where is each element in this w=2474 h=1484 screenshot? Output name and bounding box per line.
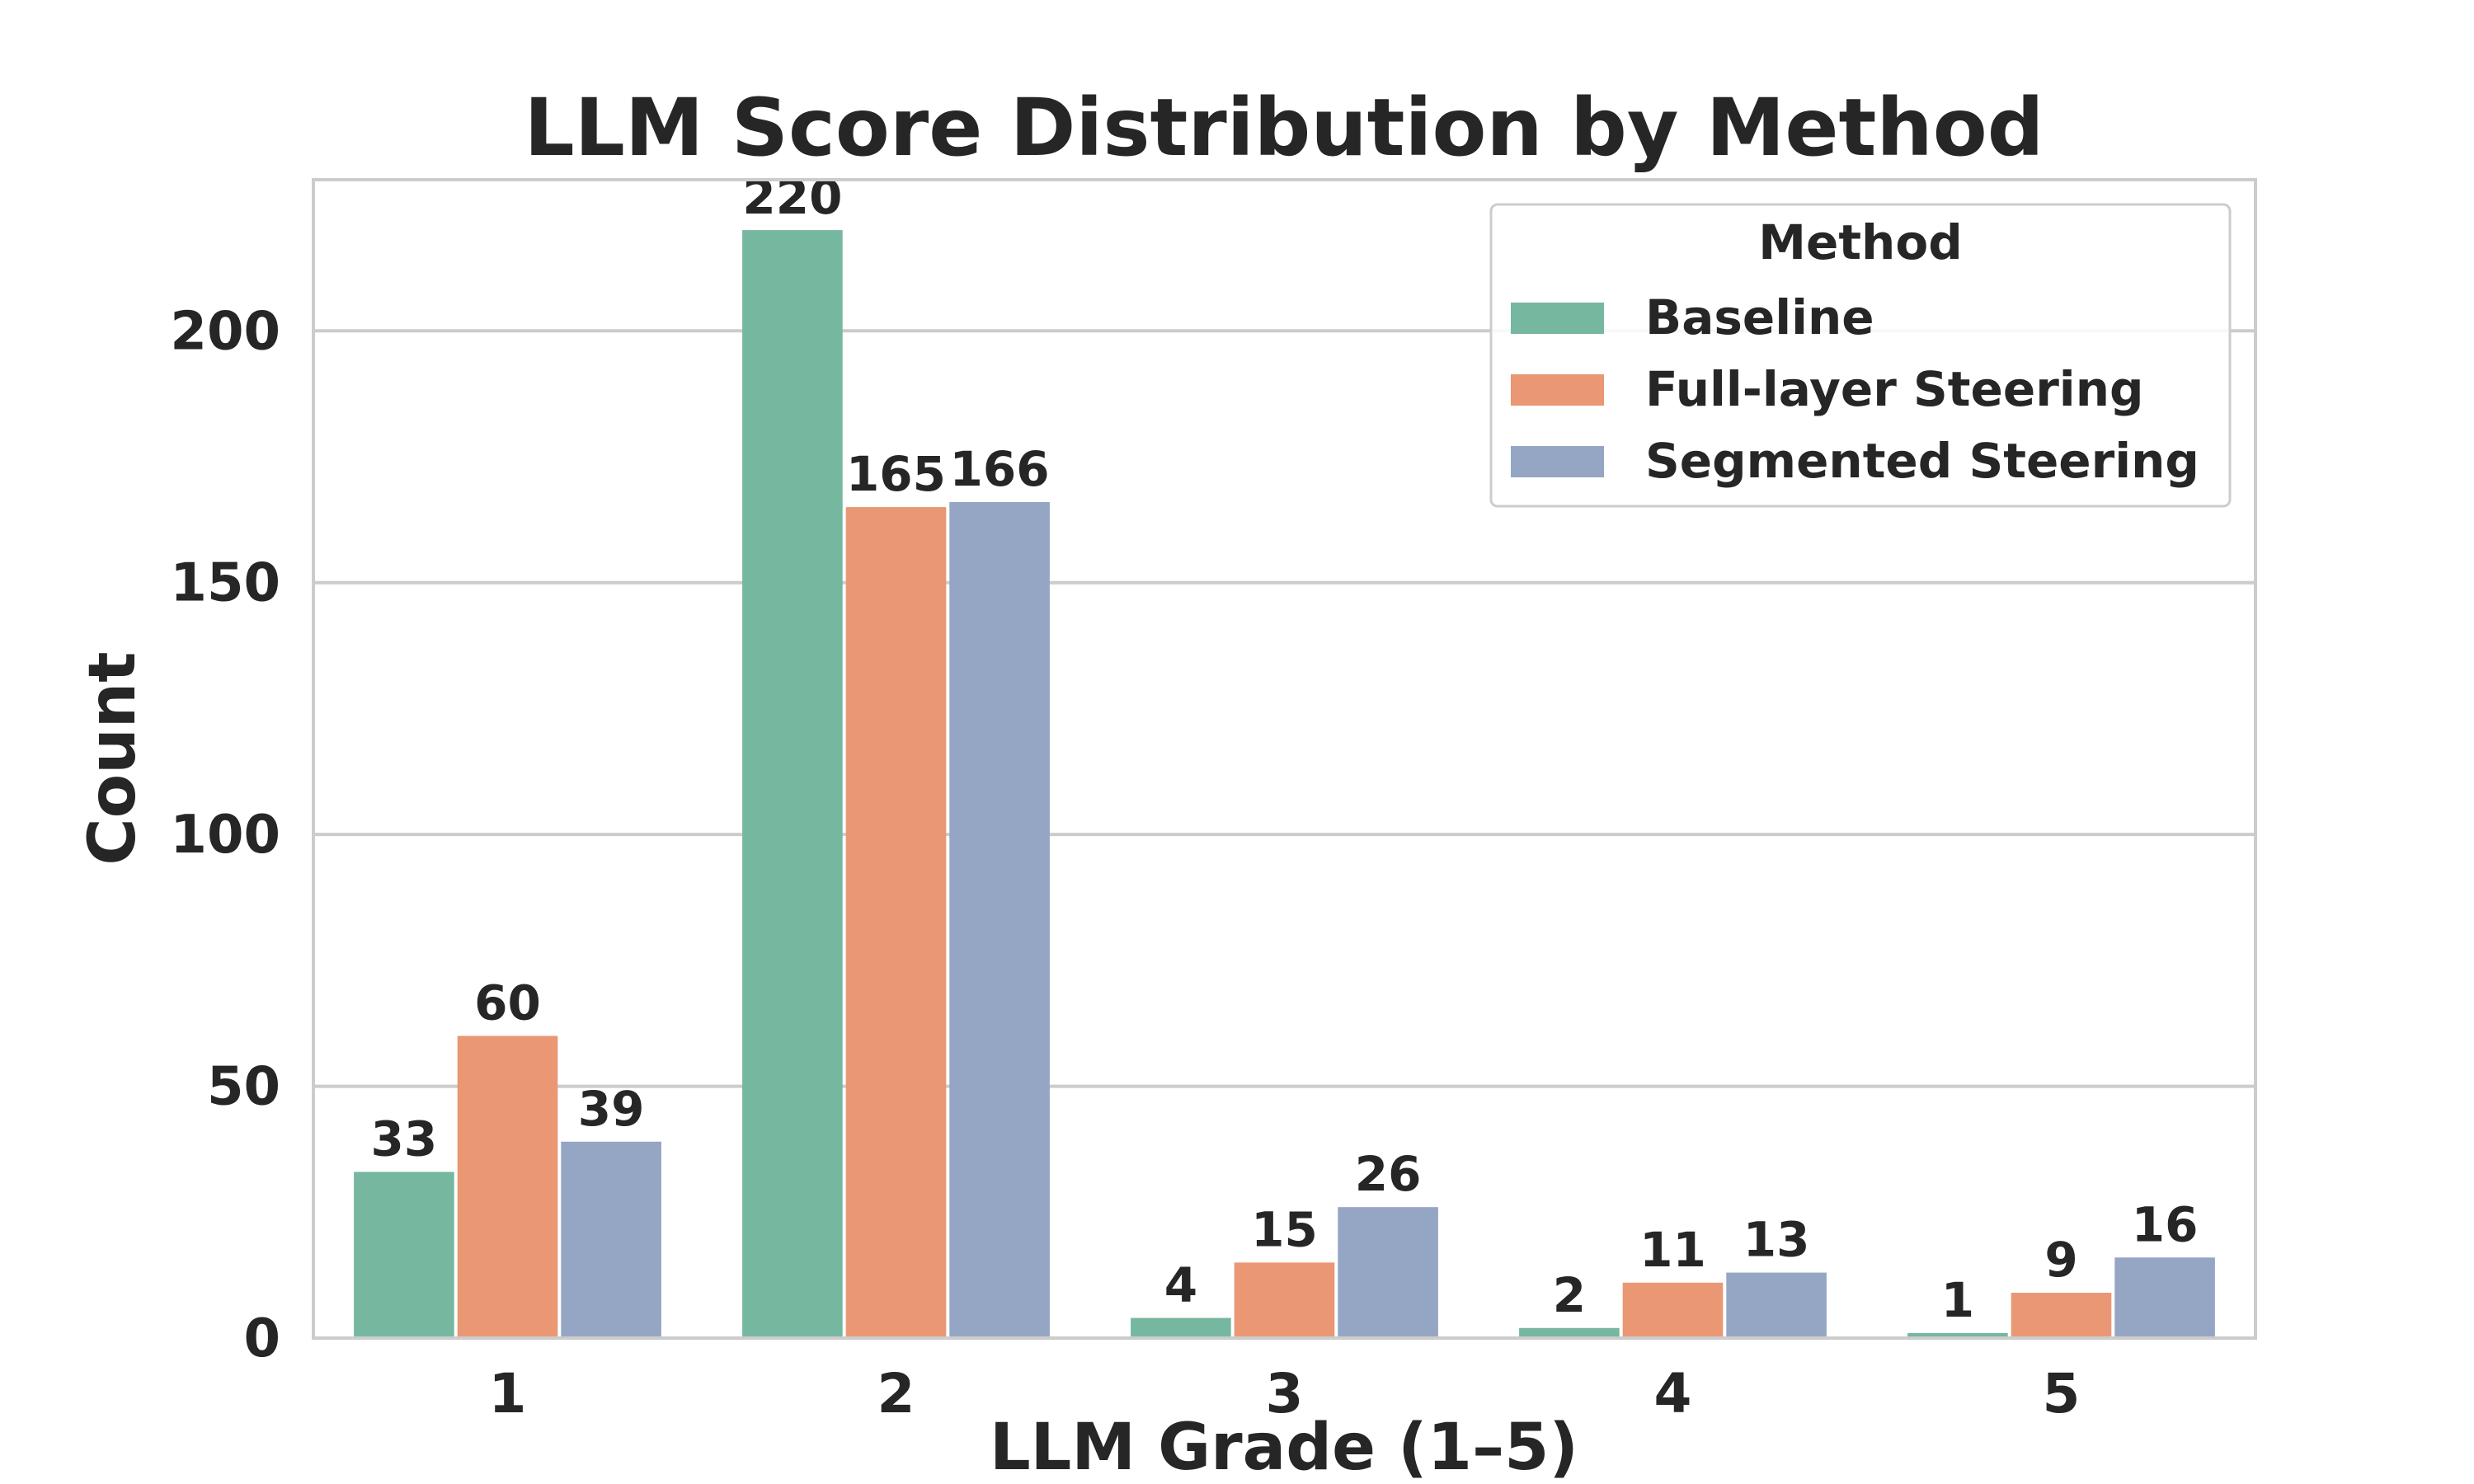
x-tick-label: 5 <box>2043 1362 2081 1425</box>
legend-swatch <box>1511 374 1604 406</box>
bars <box>354 230 2215 1339</box>
bar-value-label: 11 <box>1639 1222 1706 1278</box>
legend-title: Method <box>1758 214 1962 270</box>
bar-baseline-grade-1 <box>354 1172 454 1338</box>
x-tick-label: 3 <box>1266 1362 1304 1425</box>
bar-value-label: 15 <box>1251 1201 1318 1257</box>
y-tick-label: 100 <box>170 805 280 866</box>
bar-segmented-steering-grade-5 <box>2114 1257 2215 1338</box>
y-tick-label: 150 <box>170 553 280 614</box>
legend-label: Baseline <box>1645 289 1874 345</box>
bar-full-layer-steering-grade-3 <box>1234 1262 1335 1338</box>
bar-full-layer-steering-grade-4 <box>1622 1282 1724 1338</box>
legend-label: Segmented Steering <box>1645 433 2199 489</box>
y-axis-label: Count <box>76 651 150 865</box>
x-tick-label: 2 <box>877 1362 915 1425</box>
bar-baseline-grade-2 <box>742 230 843 1339</box>
x-tick-label: 4 <box>1654 1362 1692 1425</box>
bar-segmented-steering-grade-4 <box>1726 1272 1827 1338</box>
plot-frame <box>312 178 2257 1340</box>
y-tick-label: 200 <box>170 301 280 362</box>
bar-full-layer-steering-grade-1 <box>457 1036 558 1338</box>
bar-value-label: 39 <box>578 1081 645 1137</box>
legend-swatch <box>1511 303 1604 334</box>
legend-swatch <box>1511 446 1604 477</box>
bar-full-layer-steering-grade-2 <box>845 507 947 1338</box>
bar-baseline-grade-5 <box>1907 1332 2008 1338</box>
legend-items: Baseline Full-layer Steering Segmented Ste… <box>1511 289 2199 489</box>
bar-value-label: 26 <box>1355 1146 1422 1202</box>
chart-title: LLM Score Distribution by Method <box>524 82 2044 174</box>
legend: Method Baseline Full-layer Steering Segmen… <box>1489 203 2232 508</box>
bar-segmented-steering-grade-2 <box>949 501 1050 1338</box>
bar-segmented-steering-grade-1 <box>561 1141 661 1338</box>
y-axis-ticks: 0 50 100 150 200 <box>170 301 280 1369</box>
bar-baseline-grade-3 <box>1131 1317 1231 1338</box>
bar-full-layer-steering-grade-5 <box>2011 1293 2112 1338</box>
bar-value-label: 9 <box>2044 1232 2077 1288</box>
bar-segmented-steering-grade-3 <box>1338 1207 1438 1338</box>
legend-box <box>1489 203 2232 508</box>
bar-value-label: 220 <box>742 169 842 225</box>
y-tick-label: 0 <box>243 1308 280 1369</box>
bar-value-label: 33 <box>371 1111 438 1167</box>
bar-baseline-grade-4 <box>1519 1327 1620 1338</box>
bar-value-label: 1 <box>1941 1272 1974 1328</box>
bar-value-label: 2 <box>1553 1267 1586 1323</box>
y-tick-label: 50 <box>207 1057 280 1118</box>
x-axis-ticks: 1 2 3 4 5 <box>489 1362 2081 1425</box>
bar-value-label: 60 <box>474 974 541 1031</box>
bar-value-label: 165 <box>846 446 946 502</box>
legend-label: Full-layer Steering <box>1645 361 2144 417</box>
bar-value-label: 166 <box>950 441 1050 497</box>
bar-value-label: 4 <box>1164 1257 1197 1313</box>
x-axis-label: LLM Grade (1–5) <box>990 1411 1578 1484</box>
bar-value-label: 16 <box>2132 1196 2199 1252</box>
x-tick-label: 1 <box>489 1362 527 1425</box>
bar-value-label: 13 <box>1743 1212 1810 1268</box>
